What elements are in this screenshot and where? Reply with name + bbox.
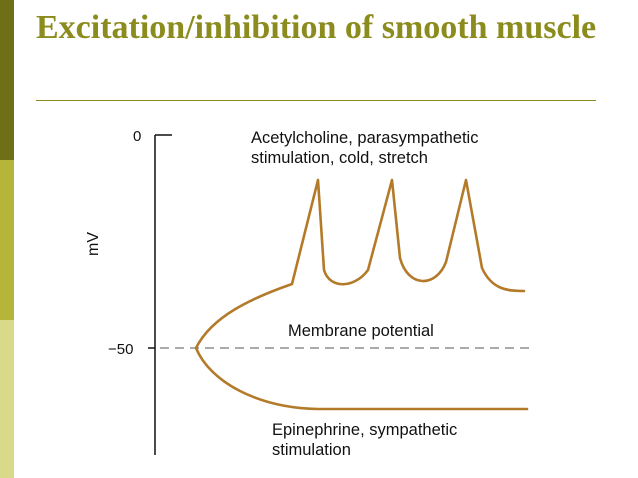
title-underline [36,100,596,101]
membrane-potential-label: Membrane potential [288,322,434,340]
slide-title: Excitation/inhibition of smooth muscle [36,9,597,46]
inhibition-label-line-2: stimulation [272,441,351,459]
sidebar-segment-light [0,320,14,478]
slide-sidebar [0,0,14,478]
inhibition-label-line-1: Epinephrine, sympathetic [272,421,457,439]
y-axis-label: mV [85,232,102,256]
excitation-trace [194,178,526,350]
inhibition-trace [194,346,529,411]
sidebar-segment-mid [0,160,14,320]
excitation-label-line-1: Acetylcholine, parasympathetic [251,129,478,147]
sidebar-segment-dark [0,0,14,160]
y-axis-tick-label-0: 0 [133,128,141,145]
excitation-label-line-2: stimulation, cold, stretch [251,149,428,167]
y-axis-tick-label-minus50: −50 [108,341,133,358]
